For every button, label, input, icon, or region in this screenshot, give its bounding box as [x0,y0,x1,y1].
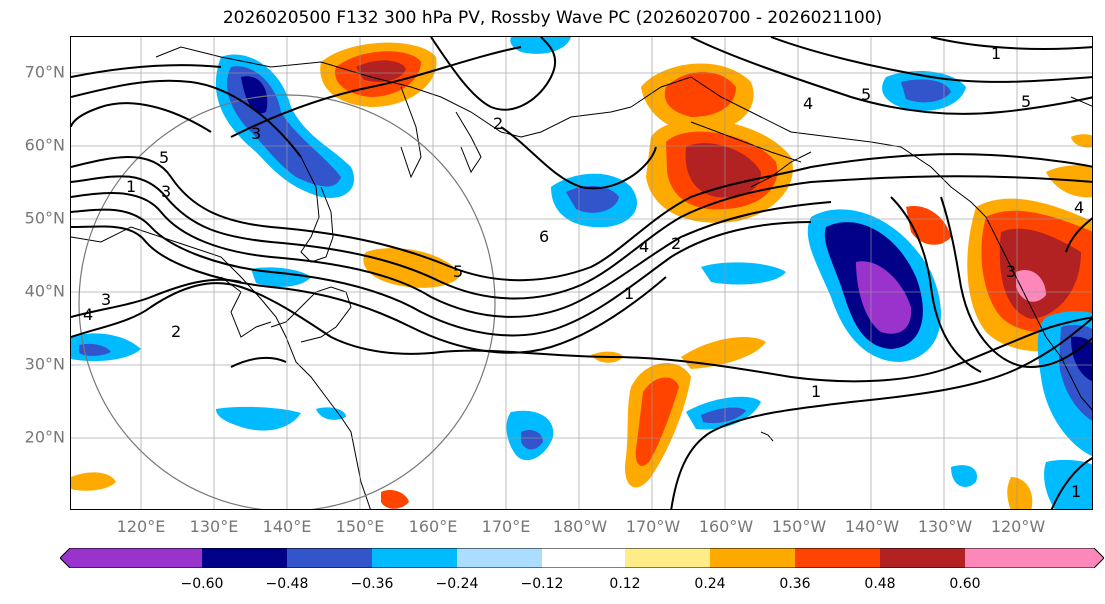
contour-label: 2 [493,114,503,133]
colorbar-tick: 0.60 [949,576,981,592]
colorbar-cell [70,548,202,568]
lon-label: 140°E [262,517,312,536]
contour-label: 5 [1021,92,1031,111]
colorbar-cell [625,548,710,568]
contour-label: 1 [811,382,821,401]
lat-label-60n: 60°N [24,135,65,155]
lon-label: 150°W [771,517,827,536]
colorbar-tick: −0.12 [520,576,564,592]
lon-label: 120°W [990,517,1046,536]
colorbar-tick: 0.48 [864,576,896,592]
colorbar-cell [542,548,625,568]
colorbar-cell [710,548,795,568]
colorbar-tick: −0.24 [435,576,479,592]
contour-label: 1 [1071,482,1081,501]
lon-label: 150°E [335,517,385,536]
lon-label: 160°E [408,517,458,536]
contour-label-group: 5 1 3 3 4 2 3 2 5 6 4 2 1 4 5 1 5 1 3 1 … [83,44,1084,501]
contour-label: 4 [1074,198,1084,217]
contour-label: 3 [251,124,261,143]
contour-label: 1 [624,284,634,303]
contour-label: 2 [671,234,681,253]
contour-label: 3 [1006,262,1016,281]
lat-label-20n: 20°N [24,427,65,447]
lon-label: 140°W [844,517,900,536]
contour-label: 3 [161,182,171,201]
map-panel[interactable]: 5 1 3 3 4 2 3 2 5 6 4 2 1 4 5 1 5 1 3 1 … [70,36,1093,510]
anomaly-shading [71,37,1092,509]
contour-label: 4 [83,305,93,324]
contour-label: 3 [101,290,111,309]
colorbar-tick: −0.60 [180,576,224,592]
colorbar-cell [965,548,1094,568]
lon-label: 170°W [625,517,681,536]
colorbar-tick: 0.36 [779,576,811,592]
colorbar-tick: −0.36 [350,576,394,592]
gridlines [71,37,1092,509]
colorbar-cell [372,548,457,568]
lon-label: 160°W [698,517,754,536]
contour-label: 2 [171,322,181,341]
contour-label: 6 [539,227,549,246]
colorbar-tick: 0.24 [694,576,726,592]
lon-label: 120°E [116,517,166,536]
pv-contours [71,37,1092,509]
lon-label: 130°E [189,517,239,536]
lon-label: 180°W [552,517,608,536]
colorbar-tick: 0.12 [609,576,641,592]
colorbar-cell [795,548,880,568]
contour-label: 1 [126,177,136,196]
reference-circle [78,94,496,509]
colorbar [60,548,1104,568]
lat-label-40n: 40°N [24,281,65,301]
coastlines [71,46,1092,509]
contour-label: 4 [803,94,813,113]
colorbar-extend-high [1094,548,1104,568]
lat-label-30n: 30°N [24,354,65,374]
contour-label: 5 [159,148,169,167]
lat-label-70n: 70°N [24,62,65,82]
contour-label: 5 [453,262,463,281]
colorbar-cell [202,548,287,568]
colorbar-cell [287,548,372,568]
lat-label-50n: 50°N [24,208,65,228]
colorbar-cell [457,548,542,568]
map-canvas: 5 1 3 3 4 2 3 2 5 6 4 2 1 4 5 1 5 1 3 1 … [71,37,1092,509]
colorbar-cell [880,548,965,568]
contour-label: 1 [991,44,1001,63]
lon-label: 130°W [917,517,973,536]
colorbar-extend-low [60,548,70,568]
contour-label: 4 [639,237,649,256]
lon-label: 170°E [481,517,531,536]
contour-label: 5 [861,85,871,104]
map-title: 2026020500 F132 300 hPa PV, Rossby Wave … [222,8,883,28]
colorbar-tick: −0.48 [265,576,309,592]
